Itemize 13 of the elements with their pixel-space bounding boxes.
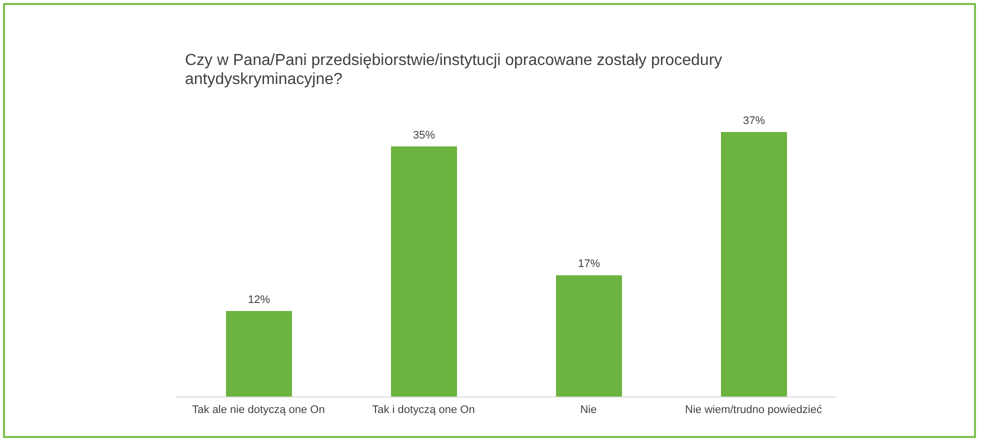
data-label: 12%: [248, 294, 270, 306]
bar: [721, 132, 787, 397]
data-label: 35%: [412, 129, 436, 142]
bar: [556, 275, 622, 397]
bar: [391, 146, 457, 397]
data-label: 37%: [742, 115, 766, 127]
chart-title: Czy w Pana/Pani przedsiębiorstwie/instytucji opracowane zostały procedury antydyskryminacyjne?: [185, 51, 724, 89]
x-tick-label: Tak ale nie dotyczą one On: [192, 404, 325, 416]
x-tick-label: Tak i dotyczą one On: [372, 404, 475, 416]
data-label: 17%: [578, 258, 600, 270]
x-tick-label: Nie: [580, 404, 597, 416]
bar: [226, 311, 292, 397]
x-tick-label: Nie wiem/trudno powiedzieć: [685, 404, 822, 416]
